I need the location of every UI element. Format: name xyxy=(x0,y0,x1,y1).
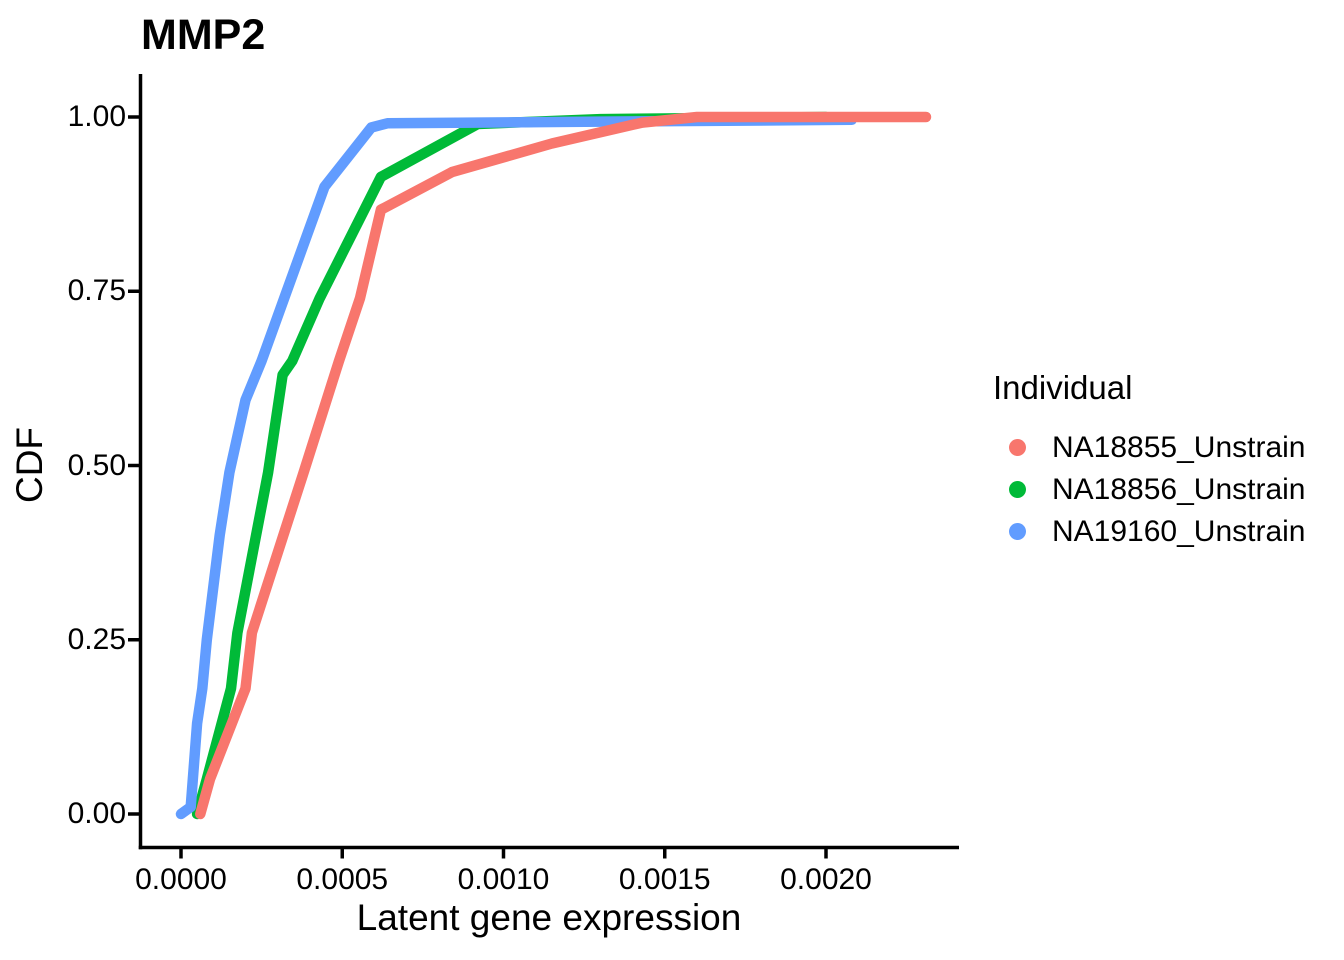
legend-dot-NA18855 xyxy=(1009,439,1026,456)
y-tick-label-0.25: 0.25 xyxy=(67,622,126,656)
cdf-curve-NA18856_Unstrain xyxy=(191,111,832,820)
legend-label-NA18856: NA18856_Unstrain xyxy=(1052,473,1306,506)
x-tick-label-0.0015: 0.0015 xyxy=(618,863,711,896)
x-tick-label-0.0020: 0.0020 xyxy=(780,863,872,896)
x-tick-label-0.0005: 0.0005 xyxy=(296,863,389,896)
legend-dot-NA18856 xyxy=(1009,481,1026,498)
legend-label-NA19160: NA19160_Unstrain xyxy=(1052,515,1306,548)
x-tick-label-0.0000: 0.0000 xyxy=(135,863,227,896)
plot-title: MMP2 xyxy=(141,11,266,59)
y-tick-label-0.00: 0.00 xyxy=(67,797,126,830)
cdf-curve-NA19160_Unstrain xyxy=(175,114,858,820)
y-tick-label-1.00: 1.00 xyxy=(67,100,126,133)
legend-label-NA18855: NA18855_Unstrain xyxy=(1052,431,1306,464)
legend-title: Individual xyxy=(993,369,1133,406)
y-tick-label-0.50: 0.50 xyxy=(67,448,126,482)
cdf-curve-NA18855_Unstrain xyxy=(195,111,932,820)
y-tick-label-0.75: 0.75 xyxy=(67,274,126,308)
x-axis-title: Latent gene expression xyxy=(356,897,742,938)
x-tick-label-0.0010: 0.0010 xyxy=(457,863,550,896)
legend-dot-NA19160 xyxy=(1009,523,1026,540)
